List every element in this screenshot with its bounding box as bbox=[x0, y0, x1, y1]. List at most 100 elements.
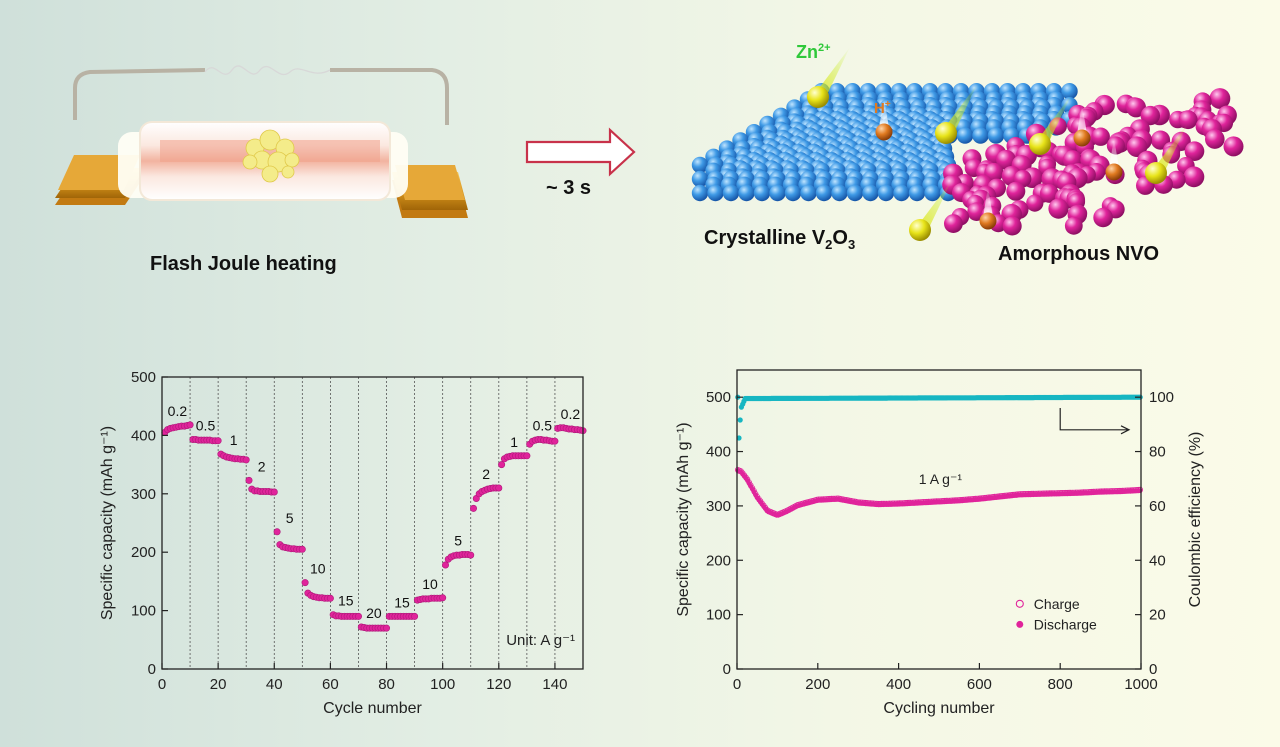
rate-data-point bbox=[270, 488, 278, 496]
legend-charge-marker bbox=[1015, 599, 1024, 608]
x-tick-label: 600 bbox=[967, 676, 992, 693]
rate-segment-label: 15 bbox=[338, 593, 354, 609]
v2o3-atom bbox=[784, 184, 802, 202]
rate-data-point bbox=[354, 612, 362, 620]
nvo-atom bbox=[1140, 105, 1161, 126]
amorphous-label: Amorphous NVO bbox=[998, 243, 1160, 265]
rate-segment-label: 20 bbox=[366, 605, 382, 621]
y-tick-label: 0 bbox=[723, 661, 731, 678]
rate-segment-label: 5 bbox=[454, 533, 462, 549]
nvo-atom bbox=[1006, 181, 1026, 201]
h-ion bbox=[979, 212, 997, 230]
zn-label-text: Zn bbox=[796, 42, 818, 62]
rate-chart-points bbox=[161, 421, 587, 632]
rate-segment-label: 1 bbox=[230, 432, 238, 448]
x-tick-label: 1000 bbox=[1124, 676, 1157, 693]
v2o3-atom bbox=[831, 184, 848, 202]
h-label: H+ bbox=[874, 99, 891, 117]
x-tick-label: 0 bbox=[733, 676, 741, 693]
legend-discharge-marker bbox=[1016, 620, 1024, 628]
v2o3-atom bbox=[877, 184, 895, 202]
process-arrow bbox=[525, 127, 636, 177]
v2o3-atom bbox=[893, 184, 910, 202]
nvo-atom bbox=[1091, 127, 1110, 146]
v2o3-atom bbox=[800, 184, 817, 202]
nvo-atom bbox=[1184, 141, 1205, 161]
time-label: ~ 3 s bbox=[546, 177, 592, 199]
nvo-atom bbox=[1039, 184, 1059, 203]
efficiency-point bbox=[737, 417, 743, 423]
zn-ion bbox=[807, 86, 829, 108]
rate-data-point bbox=[273, 528, 281, 536]
joule-heating-device bbox=[55, 65, 468, 218]
y-tick-label: 400 bbox=[131, 427, 156, 444]
x-tick-label: 800 bbox=[1048, 676, 1073, 693]
rate-data-point bbox=[439, 594, 447, 602]
rate-segment-label: 2 bbox=[258, 458, 266, 474]
x-tick-label: 40 bbox=[266, 676, 283, 693]
x-tick-label: 80 bbox=[378, 676, 395, 693]
nvo-atom bbox=[1093, 207, 1113, 228]
nvo-atom bbox=[1106, 136, 1125, 155]
cycling-chart-xlabel: Cycling number bbox=[883, 700, 995, 717]
legend-charge-label: Charge bbox=[1034, 596, 1080, 612]
rate-data-point bbox=[298, 545, 306, 553]
v2o3-atom bbox=[1061, 83, 1078, 100]
cycling-chart-points bbox=[734, 394, 1143, 518]
x-tick-label: 0 bbox=[158, 676, 166, 693]
rate-data-point bbox=[551, 437, 559, 445]
x-tick-label: 20 bbox=[210, 676, 227, 693]
x-tick-label: 400 bbox=[886, 676, 911, 693]
rate-data-point bbox=[498, 461, 506, 469]
zn-ion bbox=[935, 122, 957, 144]
ion-particles bbox=[807, 47, 1188, 241]
cycling-chart-frame bbox=[736, 369, 1142, 670]
cycling-chart-legend: Charge Discharge bbox=[1015, 596, 1097, 632]
rate-chart-frame bbox=[161, 376, 584, 670]
v2o3-atom bbox=[846, 184, 864, 202]
y2-tick-label: 80 bbox=[1149, 444, 1166, 461]
rate-data-point bbox=[242, 456, 250, 464]
y-tick-label: 300 bbox=[131, 486, 156, 503]
rate-data-point bbox=[495, 484, 503, 492]
amorphous-nvo-cluster bbox=[942, 88, 1244, 236]
y-tick-label: 300 bbox=[706, 498, 731, 515]
y-tick-label: 200 bbox=[131, 544, 156, 561]
rate-chart-ylabel: Specific capacity (mAh g⁻¹) bbox=[99, 426, 116, 620]
v2o3-atom bbox=[707, 184, 724, 202]
v2o3-atom bbox=[722, 184, 740, 202]
rate-data-point bbox=[301, 579, 309, 587]
rate-chart-segment-labels: 0.2 0.5 1 2 5 10 15 20 15 10 5 2 1 0.5 0.2 bbox=[168, 403, 581, 621]
rate-data-point bbox=[326, 594, 334, 602]
rate-data-point bbox=[441, 561, 449, 569]
crystal-label-sub2: 3 bbox=[847, 237, 856, 252]
crystal-label-o: O bbox=[832, 227, 848, 249]
rate-data-point bbox=[214, 437, 222, 445]
y2-tick-label: 100 bbox=[1149, 389, 1174, 406]
h-ion-trail bbox=[983, 187, 993, 217]
y-tick-label: 500 bbox=[131, 369, 156, 386]
crystal-label-sub1: 2 bbox=[825, 237, 833, 252]
v2o3-atom bbox=[972, 127, 989, 144]
v2o3-atom bbox=[956, 127, 974, 144]
v2o3-atom bbox=[908, 184, 926, 202]
rate-data-point bbox=[411, 612, 419, 620]
heating-label: Flash Joule heating bbox=[150, 253, 337, 275]
zn-ion bbox=[1029, 133, 1051, 155]
nvo-atom bbox=[944, 214, 963, 234]
rate-data-point bbox=[186, 421, 194, 429]
nvo-atom bbox=[1126, 136, 1148, 157]
v2o3-atom bbox=[691, 156, 709, 174]
rate-segment-label: 5 bbox=[286, 510, 294, 526]
zn-ion bbox=[909, 219, 931, 241]
x-tick-label: 60 bbox=[322, 676, 339, 693]
nvo-atom bbox=[1026, 194, 1044, 212]
v2o3-atom bbox=[753, 184, 771, 202]
y-tick-label: 100 bbox=[131, 603, 156, 620]
y2-tick-label: 40 bbox=[1149, 552, 1166, 569]
